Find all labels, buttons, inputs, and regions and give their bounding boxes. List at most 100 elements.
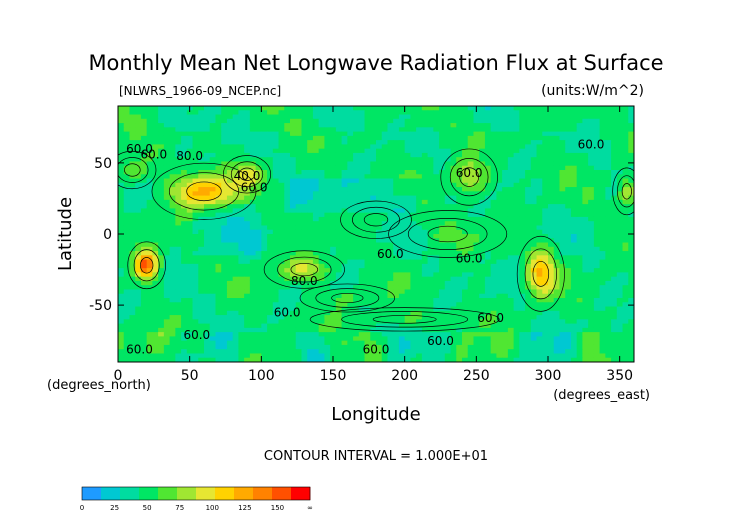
heatmap-cell	[450, 221, 457, 227]
heatmap-cell	[576, 199, 583, 205]
heatmap-cell	[433, 255, 440, 261]
heatmap-cell	[335, 187, 343, 192]
heatmap-cell	[570, 327, 578, 333]
heatmap-cell	[381, 238, 389, 244]
heatmap-cell	[553, 251, 561, 256]
heatmap-cell	[158, 268, 165, 273]
heatmap-cell	[548, 204, 555, 209]
heatmap-cell	[146, 135, 153, 141]
heatmap-cell	[462, 268, 469, 273]
heatmap-cell	[226, 221, 234, 227]
heatmap-cell	[238, 327, 245, 333]
heatmap-cell	[421, 114, 429, 120]
heatmap-cell	[353, 336, 360, 342]
heatmap-cell	[118, 340, 125, 346]
heatmap-cell	[456, 152, 463, 158]
heatmap-cell	[341, 123, 348, 128]
heatmap-cell	[226, 306, 234, 312]
heatmap-cell	[536, 144, 543, 150]
heatmap-cell	[473, 251, 480, 256]
heatmap-cell	[473, 170, 480, 175]
heatmap-cell	[232, 110, 239, 116]
heatmap-cell	[599, 280, 606, 286]
heatmap-cell	[221, 272, 228, 278]
heatmap-cell	[599, 268, 606, 273]
heatmap-cell	[611, 229, 618, 235]
heatmap-cell	[559, 302, 566, 308]
heatmap-cell	[582, 255, 589, 261]
heatmap-cell	[330, 191, 337, 197]
heatmap-cell	[376, 204, 383, 209]
heatmap-cell	[284, 106, 291, 111]
heatmap-cell	[192, 187, 199, 192]
heatmap-cell	[565, 319, 572, 325]
heatmap-cell	[559, 280, 566, 286]
heatmap-cell	[525, 327, 532, 333]
heatmap-cell	[324, 182, 331, 188]
heatmap-cell	[548, 306, 555, 312]
heatmap-cell	[232, 174, 239, 180]
heatmap-cell	[513, 208, 520, 214]
heatmap-cell	[152, 135, 159, 141]
heatmap-cell	[559, 204, 566, 209]
heatmap-cell	[146, 161, 153, 167]
heatmap-cell	[381, 310, 389, 316]
heatmap-cell	[226, 289, 234, 295]
heatmap-cell	[152, 114, 159, 120]
heatmap-cell	[519, 234, 526, 239]
heatmap-cell	[181, 276, 188, 282]
heatmap-cell	[605, 251, 612, 256]
heatmap-cell	[290, 118, 297, 124]
heatmap-cell	[490, 336, 497, 342]
heatmap-cell	[118, 310, 125, 316]
heatmap-cell	[301, 332, 308, 337]
heatmap-cell	[519, 280, 526, 286]
heatmap-cell	[267, 293, 274, 299]
heatmap-cell	[439, 272, 446, 278]
heatmap-cell	[444, 276, 452, 282]
heatmap-cell	[525, 208, 532, 214]
heatmap-cell	[502, 327, 509, 333]
heatmap-cell	[376, 152, 383, 158]
heatmap-cell	[272, 152, 280, 158]
heatmap-cell	[272, 131, 280, 137]
heatmap-cell	[204, 221, 211, 227]
heatmap-cell	[450, 110, 457, 116]
heatmap-cell	[513, 152, 520, 158]
heatmap-cell	[570, 238, 578, 244]
heatmap-cell	[444, 268, 452, 273]
heatmap-cell	[370, 340, 377, 346]
heatmap-cell	[444, 242, 452, 248]
heatmap-cell	[588, 144, 595, 150]
heatmap-cell	[427, 178, 434, 184]
heatmap-cell	[519, 289, 526, 295]
heatmap-cell	[462, 242, 469, 248]
heatmap-cell	[267, 272, 274, 278]
heatmap-cell	[175, 165, 182, 171]
heatmap-cell	[398, 302, 406, 308]
heatmap-cell	[398, 263, 406, 269]
heatmap-cell	[387, 204, 394, 209]
heatmap-cell	[364, 263, 371, 269]
heatmap-cell	[186, 280, 194, 286]
heatmap-cell	[456, 199, 463, 205]
heatmap-cell	[324, 340, 331, 346]
heatmap-cell	[118, 208, 125, 214]
heatmap-cell	[175, 225, 182, 231]
heatmap-cell	[152, 123, 159, 128]
heatmap-cell	[330, 157, 337, 163]
heatmap-cell	[439, 276, 446, 282]
heatmap-cell	[152, 242, 159, 248]
heatmap-cell	[312, 216, 320, 222]
heatmap-cell	[479, 182, 486, 188]
heatmap-cell	[192, 332, 199, 337]
heatmap-cell	[129, 242, 136, 248]
heatmap-cell	[393, 285, 400, 291]
heatmap-cell	[513, 242, 520, 248]
heatmap-cell	[204, 110, 211, 116]
heatmap-cell	[570, 221, 578, 227]
heatmap-cell	[525, 127, 532, 133]
heatmap-cell	[376, 263, 383, 269]
heatmap-cell	[536, 229, 543, 235]
heatmap-cell	[267, 216, 274, 222]
